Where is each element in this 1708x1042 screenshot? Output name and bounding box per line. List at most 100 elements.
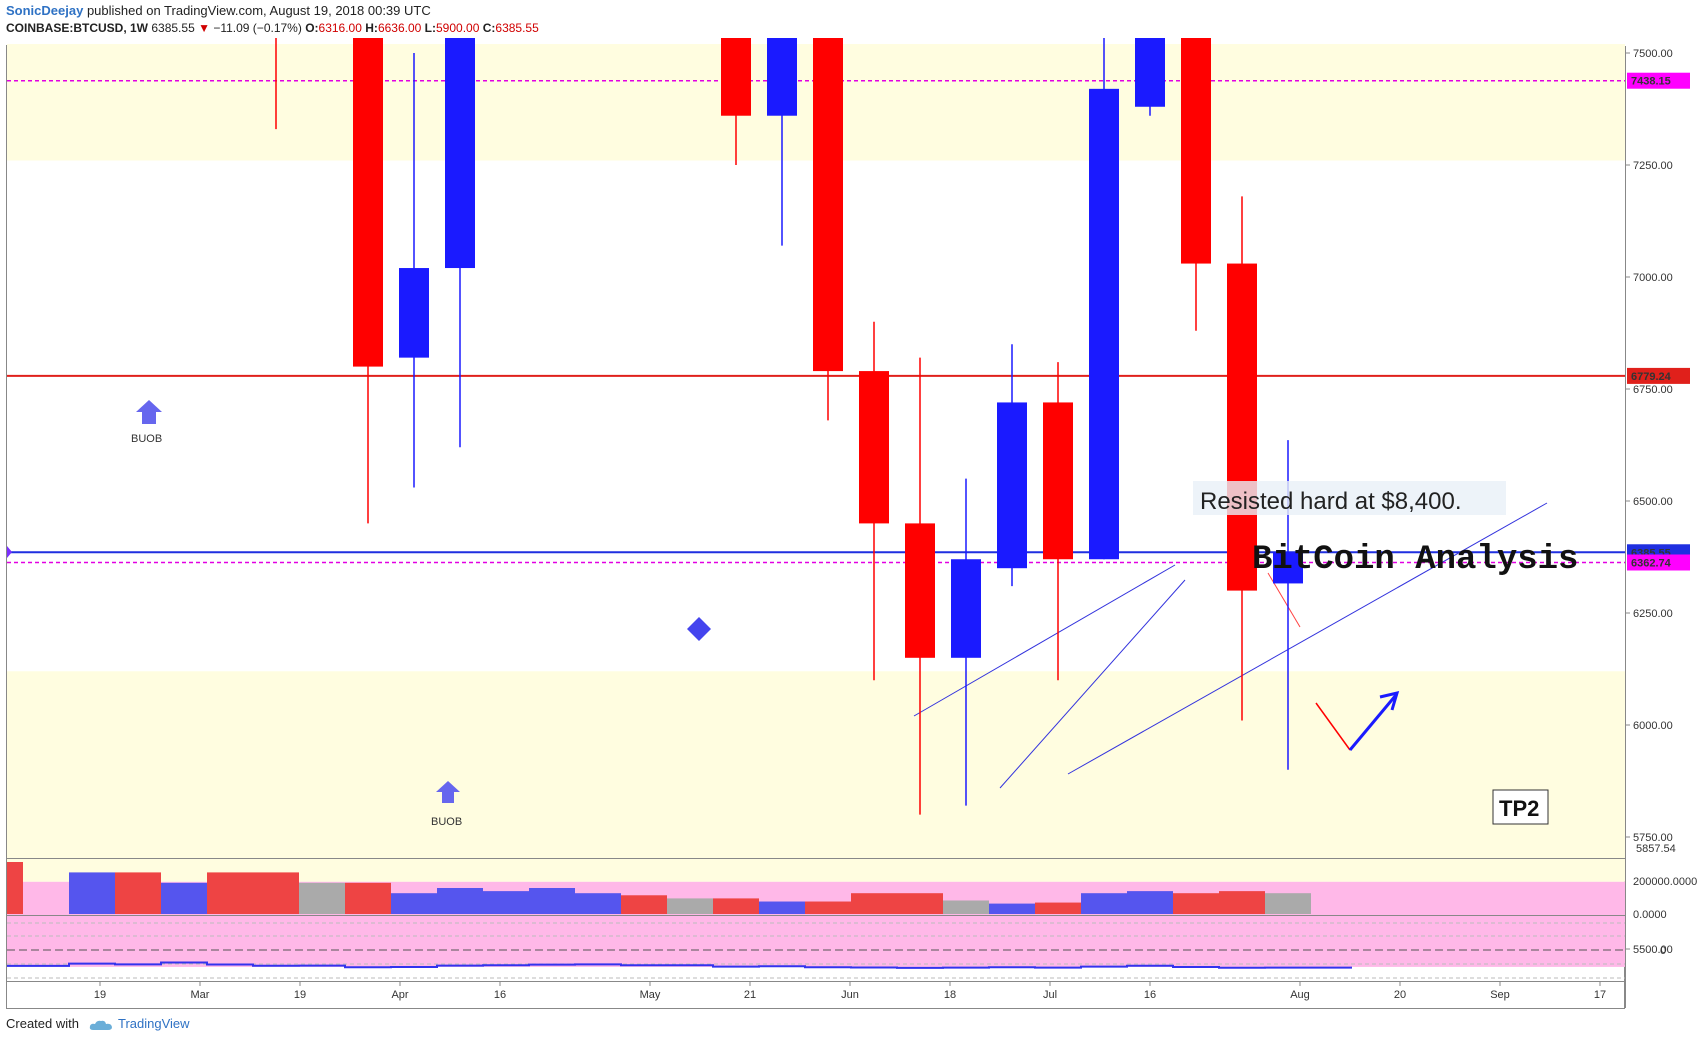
candle-17	[813, 38, 843, 421]
candle-body	[859, 371, 889, 524]
price-axis[interactable]: 5500.00 5750.00 6000.00 6250.00 6500.00 6750.…	[1625, 38, 1679, 956]
candle-7	[353, 38, 383, 524]
candle-body	[1043, 402, 1073, 560]
low-label: L:	[424, 21, 436, 35]
buob-label-2: BUOB	[431, 816, 462, 828]
tradingview-link[interactable]: TradingView	[118, 1016, 190, 1031]
open-value: 6316.00	[318, 21, 362, 35]
x-tick-label: 16	[1144, 989, 1156, 1001]
candle-body	[445, 38, 475, 269]
x-tick-label: Apr	[391, 989, 408, 1001]
volume-bar-25	[1173, 893, 1219, 914]
candle-19	[905, 357, 935, 815]
volume-bar-16	[759, 901, 805, 914]
down-arrow-icon: ▼	[198, 21, 210, 35]
y-tick-label: 5500.00	[1633, 944, 1673, 956]
volume-bar-17	[805, 901, 851, 914]
low-price-label: 5857.54	[1636, 843, 1676, 855]
blue-arrow-head-icon	[1379, 690, 1400, 711]
price-change: −11.09 (−0.17%)	[213, 21, 302, 35]
volume-bar-20	[943, 900, 989, 914]
volume-bar-18	[851, 893, 897, 914]
x-tick-label: May	[640, 989, 661, 1001]
x-tick-label: 18	[944, 989, 956, 1001]
candle-body	[813, 38, 843, 372]
low-value: 5900.00	[436, 21, 480, 35]
last-price: 6385.55	[151, 21, 195, 35]
volume-bar-24	[1127, 891, 1173, 914]
volume-bar-5	[253, 872, 299, 914]
candle-body	[399, 268, 429, 358]
y-tick-label: 7500.00	[1633, 48, 1673, 60]
volume-axis-bottom-label: 0.0000	[1633, 909, 1667, 921]
left-marker-icon	[7, 546, 12, 558]
candle-body	[951, 559, 981, 658]
candle-body	[1089, 88, 1119, 560]
price-tag-5: 6362.74	[1627, 554, 1690, 571]
diamond-marker-icon	[687, 617, 711, 641]
channel-upper-trendline	[1067, 502, 1548, 775]
author-link[interactable]: SonicDeejay	[6, 3, 84, 18]
oscillator-line	[7, 961, 1352, 969]
oscillator-axis-label: 0	[1660, 945, 1666, 957]
x-tick-label: 19	[294, 989, 306, 1001]
y-tick-label: 6500.00	[1633, 496, 1673, 508]
volume-bar-7	[345, 882, 391, 914]
price-tag-bg	[1627, 367, 1690, 384]
bitcoin-analysis-title: BitCoin Analysis	[1252, 541, 1578, 579]
close-label: C:	[482, 21, 496, 35]
y-tick-label: 7000.00	[1633, 272, 1673, 284]
x-tick-label: 16	[494, 989, 506, 1001]
candle-body	[1227, 263, 1257, 591]
price-tag-2: 7438.15	[1627, 72, 1690, 89]
time-axis[interactable]: 19 Mar 19 Apr 16 May 21 Jun 18 Jul 16 Aug 20 Sep 17	[94, 981, 1606, 1001]
volume-bar-27	[1265, 893, 1311, 914]
blue-arrow-line	[1348, 694, 1398, 751]
x-tick-label: 21	[744, 989, 756, 1001]
candle-20	[951, 478, 981, 806]
candle-26	[1227, 196, 1257, 721]
volume-axis-top-label: 200000.0000	[1633, 876, 1697, 888]
buob-arrow-up-icon	[136, 400, 162, 424]
candle-body	[353, 38, 383, 367]
volume-bar-19	[897, 893, 943, 914]
candle-9	[445, 38, 475, 448]
y-tick-label: 6750.00	[1633, 384, 1673, 396]
created-with-label: Created with	[6, 1016, 79, 1031]
rising-trendline	[913, 564, 1176, 717]
resisted-label-bg	[1193, 481, 1506, 515]
high-value: 6636.00	[377, 21, 422, 35]
buob-label: BUOB	[131, 433, 162, 445]
candle-body	[1181, 38, 1211, 264]
support-zone-3	[7, 671, 1625, 882]
chart-area[interactable]: Resisted hard at $8,400. BitCoin Analysi…	[0, 38, 1708, 1010]
main-plot[interactable]: Resisted hard at $8,400. BitCoin Analysi…	[7, 38, 1625, 967]
candle-body	[905, 523, 935, 658]
price-tags: 8385.227740.157438.156779.246385.556362.…	[1627, 72, 1690, 571]
resisted-annotation: Resisted hard at $8,400.	[1200, 488, 1462, 515]
volume-bar-9	[437, 888, 483, 914]
candle-23	[1089, 38, 1119, 560]
drawings-layer	[913, 502, 1548, 789]
annotations-layer: Resisted hard at $8,400. BitCoin Analysi…	[7, 400, 1578, 879]
candle-body	[721, 38, 751, 116]
volume-bar-26	[1219, 891, 1265, 914]
x-tick-label: 17	[1594, 989, 1606, 1001]
volume-pane	[7, 862, 1311, 914]
channel-lower-trendline	[999, 579, 1186, 789]
candle-24	[1135, 38, 1165, 116]
symbol-name[interactable]: COINBASE:BTCUSD, 1W	[6, 21, 149, 35]
candle-8	[399, 53, 429, 488]
volume-bar-13	[621, 895, 667, 914]
candle-22	[1043, 362, 1073, 681]
price-tag-bg	[1627, 72, 1690, 89]
publish-line: SonicDeejay published on TradingView.com…	[6, 3, 431, 18]
volume-bar-1	[69, 872, 115, 914]
tp2-box	[1492, 789, 1549, 825]
x-tick-label: 19	[94, 989, 106, 1001]
tradingview-cloud-icon	[89, 1020, 112, 1030]
candle-25	[1181, 38, 1211, 331]
candle-body	[767, 38, 797, 116]
volume-bar-8	[391, 893, 437, 914]
volume-bar-6	[299, 882, 345, 914]
